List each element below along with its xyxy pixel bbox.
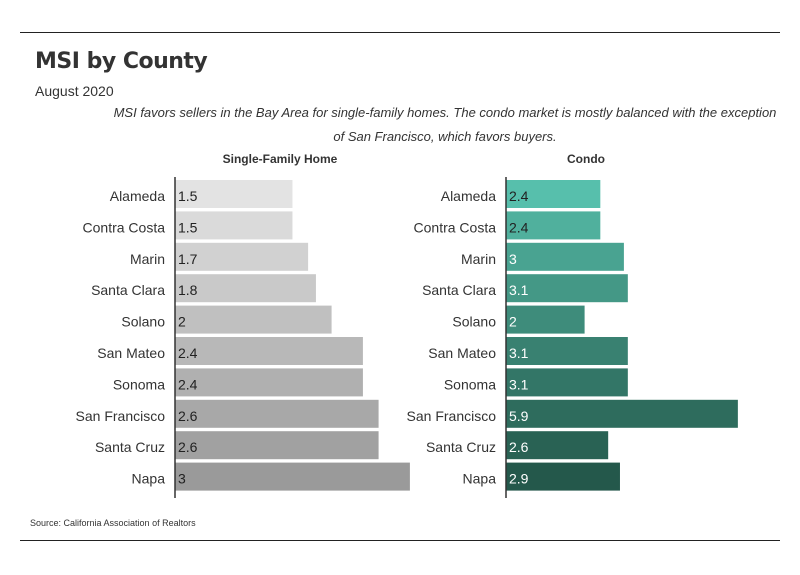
- condo-value-label: 5.9: [509, 408, 529, 424]
- sfh-value-label: 2.6: [178, 408, 198, 424]
- sfh-bar: [175, 337, 363, 365]
- sfh-bar: [175, 399, 379, 428]
- chart-title: MSI by County: [35, 49, 208, 74]
- condo-category-label: Contra Costa: [414, 219, 497, 235]
- sfh-bar: [175, 211, 293, 240]
- sfh-value-label: 2.6: [178, 439, 198, 455]
- sfh-value-label: 2: [178, 314, 186, 330]
- sfh-bar: [175, 242, 309, 271]
- sfh-bar: [175, 462, 410, 491]
- sfh-panel: Single-Family Home Alameda 1.5 Contra Costa…: [76, 152, 410, 498]
- sfh-bar: [175, 180, 293, 208]
- chart-caption: MSI favors sellers in the Bay Area for s…: [113, 105, 777, 144]
- bottom-rule: [20, 540, 780, 541]
- condo-bar: [506, 274, 628, 303]
- source-note: Source: California Association of Realto…: [30, 518, 196, 528]
- condo-value-label: 2.9: [509, 471, 529, 487]
- condo-value-label: 2.4: [509, 188, 529, 204]
- condo-value-label: 3.1: [509, 376, 529, 392]
- sfh-bar: [175, 274, 316, 303]
- condo-category-label: Solano: [452, 314, 496, 330]
- condo-category-label: San Mateo: [428, 345, 496, 361]
- condo-category-label: Santa Cruz: [426, 439, 496, 455]
- sfh-category-label: Santa Clara: [91, 282, 165, 298]
- condo-value-label: 3.1: [509, 345, 529, 361]
- condo-bar: [506, 305, 585, 334]
- condo-panel-title: Condo: [567, 152, 605, 166]
- condo-bar: [506, 399, 738, 428]
- sfh-value-label: 1.7: [178, 251, 198, 267]
- sfh-category-label: Santa Cruz: [95, 439, 165, 455]
- condo-value-label: 3: [509, 251, 517, 267]
- sfh-category-label: Sonoma: [113, 376, 165, 392]
- top-rule: [20, 32, 780, 33]
- condo-category-label: Alameda: [441, 188, 496, 204]
- condo-value-label: 3.1: [509, 282, 529, 298]
- condo-bar: [506, 211, 601, 240]
- sfh-category-label: Napa: [132, 471, 166, 487]
- condo-value-label: 2: [509, 314, 517, 330]
- condo-bar: [506, 462, 620, 491]
- condo-bar: [506, 242, 624, 271]
- condo-category-label: Santa Clara: [422, 282, 496, 298]
- sfh-value-label: 1.5: [178, 219, 198, 235]
- sfh-category-label: Alameda: [110, 188, 165, 204]
- sfh-value-label: 3: [178, 471, 186, 487]
- condo-category-label: Sonoma: [444, 376, 496, 392]
- sfh-value-label: 2.4: [178, 376, 198, 392]
- condo-bar: [506, 368, 628, 397]
- sfh-bar: [175, 368, 363, 397]
- condo-category-label: San Francisco: [407, 408, 497, 424]
- sfh-value-label: 1.8: [178, 282, 198, 298]
- chart-subtitle: August 2020: [35, 83, 114, 99]
- condo-category-label: Napa: [463, 471, 497, 487]
- condo-value-label: 2.4: [509, 219, 529, 235]
- sfh-value-label: 2.4: [178, 345, 198, 361]
- sfh-category-label: San Mateo: [97, 345, 165, 361]
- sfh-category-label: San Francisco: [76, 408, 166, 424]
- condo-panel: Condo Alameda 2.4 Contra Costa 2.4 Marin 3 Sant…: [407, 152, 738, 498]
- condo-value-label: 2.6: [509, 439, 529, 455]
- condo-bar: [506, 180, 601, 208]
- sfh-category-label: Contra Costa: [83, 219, 166, 235]
- sfh-category-label: Marin: [130, 251, 165, 267]
- sfh-value-label: 1.5: [178, 188, 198, 204]
- sfh-bar: [175, 431, 379, 460]
- sfh-category-label: Solano: [121, 314, 165, 330]
- sfh-panel-title: Single-Family Home: [223, 152, 338, 166]
- condo-bar: [506, 337, 628, 365]
- condo-category-label: Marin: [461, 251, 496, 267]
- sfh-bar: [175, 305, 332, 334]
- condo-bar: [506, 431, 609, 460]
